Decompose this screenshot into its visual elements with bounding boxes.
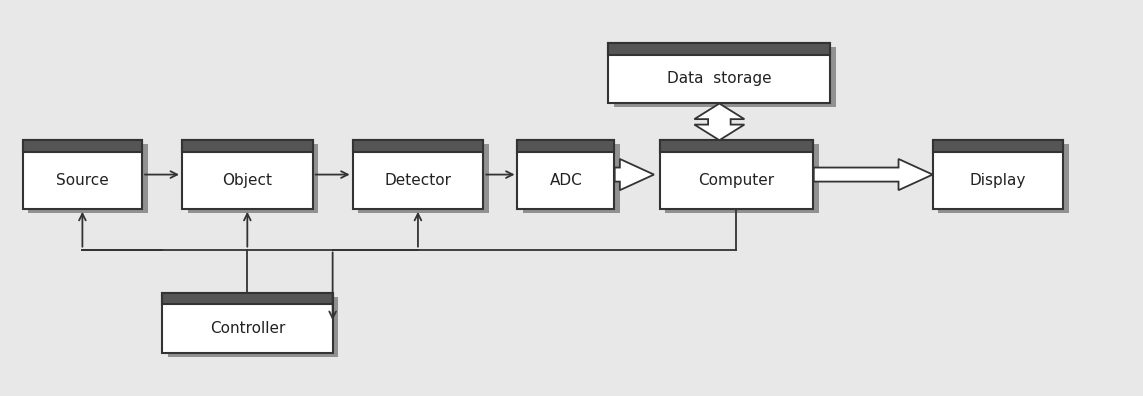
FancyBboxPatch shape [665,144,818,213]
FancyBboxPatch shape [352,141,483,209]
Text: Detector: Detector [384,173,451,188]
FancyBboxPatch shape [162,293,333,353]
FancyBboxPatch shape [23,141,142,152]
FancyBboxPatch shape [660,141,813,209]
Text: ADC: ADC [550,173,582,188]
Text: Display: Display [970,173,1026,188]
FancyBboxPatch shape [608,43,830,103]
FancyBboxPatch shape [187,144,319,213]
FancyBboxPatch shape [523,144,620,213]
FancyBboxPatch shape [182,141,313,152]
FancyBboxPatch shape [358,144,489,213]
Polygon shape [814,159,933,190]
FancyBboxPatch shape [933,141,1063,152]
FancyBboxPatch shape [518,141,614,152]
Polygon shape [615,159,654,190]
Polygon shape [694,103,744,140]
FancyBboxPatch shape [933,141,1063,209]
FancyBboxPatch shape [29,144,147,213]
Text: Controller: Controller [209,321,285,336]
FancyBboxPatch shape [614,47,836,107]
FancyBboxPatch shape [938,144,1069,213]
Text: Source: Source [56,173,109,188]
Text: Data  storage: Data storage [668,71,772,86]
FancyBboxPatch shape [23,141,142,209]
FancyBboxPatch shape [168,297,338,357]
FancyBboxPatch shape [608,43,830,55]
FancyBboxPatch shape [162,293,333,305]
Text: Object: Object [223,173,272,188]
FancyBboxPatch shape [518,141,614,209]
FancyBboxPatch shape [660,141,813,152]
FancyBboxPatch shape [352,141,483,152]
FancyBboxPatch shape [182,141,313,209]
Text: Computer: Computer [698,173,775,188]
